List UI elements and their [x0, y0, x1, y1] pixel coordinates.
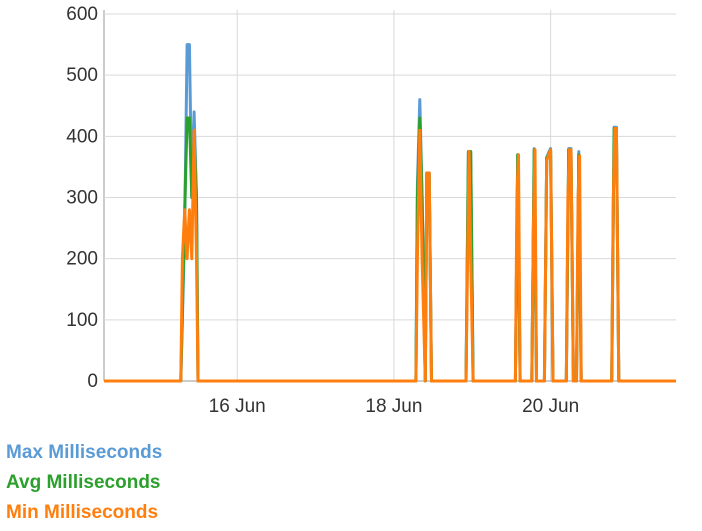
legend-item-min[interactable]: Min Milliseconds	[6, 502, 159, 523]
legend-item-avg[interactable]: Avg Milliseconds	[6, 472, 161, 493]
y-tick-label: 200	[66, 249, 98, 270]
series-line-min	[104, 126, 676, 383]
series-line-avg	[104, 116, 676, 383]
y-tick-label: 0	[87, 371, 98, 392]
series-lines	[104, 43, 676, 383]
y-tick-label: 600	[66, 4, 98, 25]
x-tick-label: 16 Jun	[209, 396, 266, 417]
legend-item-max[interactable]: Max Milliseconds	[6, 442, 163, 463]
x-tick-label: 20 Jun	[522, 396, 579, 417]
y-axis-ticks: 0 100 200 300 400 500 600	[66, 4, 98, 392]
line-chart: 0 100 200 300 400 500 600 16 Jun 18 Jun 20 Jun	[66, 4, 676, 417]
x-tick-label: 18 Jun	[365, 396, 422, 417]
x-axis-ticks: 16 Jun 18 Jun 20 Jun	[209, 396, 579, 417]
y-tick-label: 400	[66, 126, 98, 147]
y-tick-label: 100	[66, 310, 98, 331]
y-tick-label: 300	[66, 188, 98, 209]
y-tick-label: 500	[66, 65, 98, 86]
legend: Max Milliseconds Avg Milliseconds Min Mi…	[6, 438, 162, 528]
